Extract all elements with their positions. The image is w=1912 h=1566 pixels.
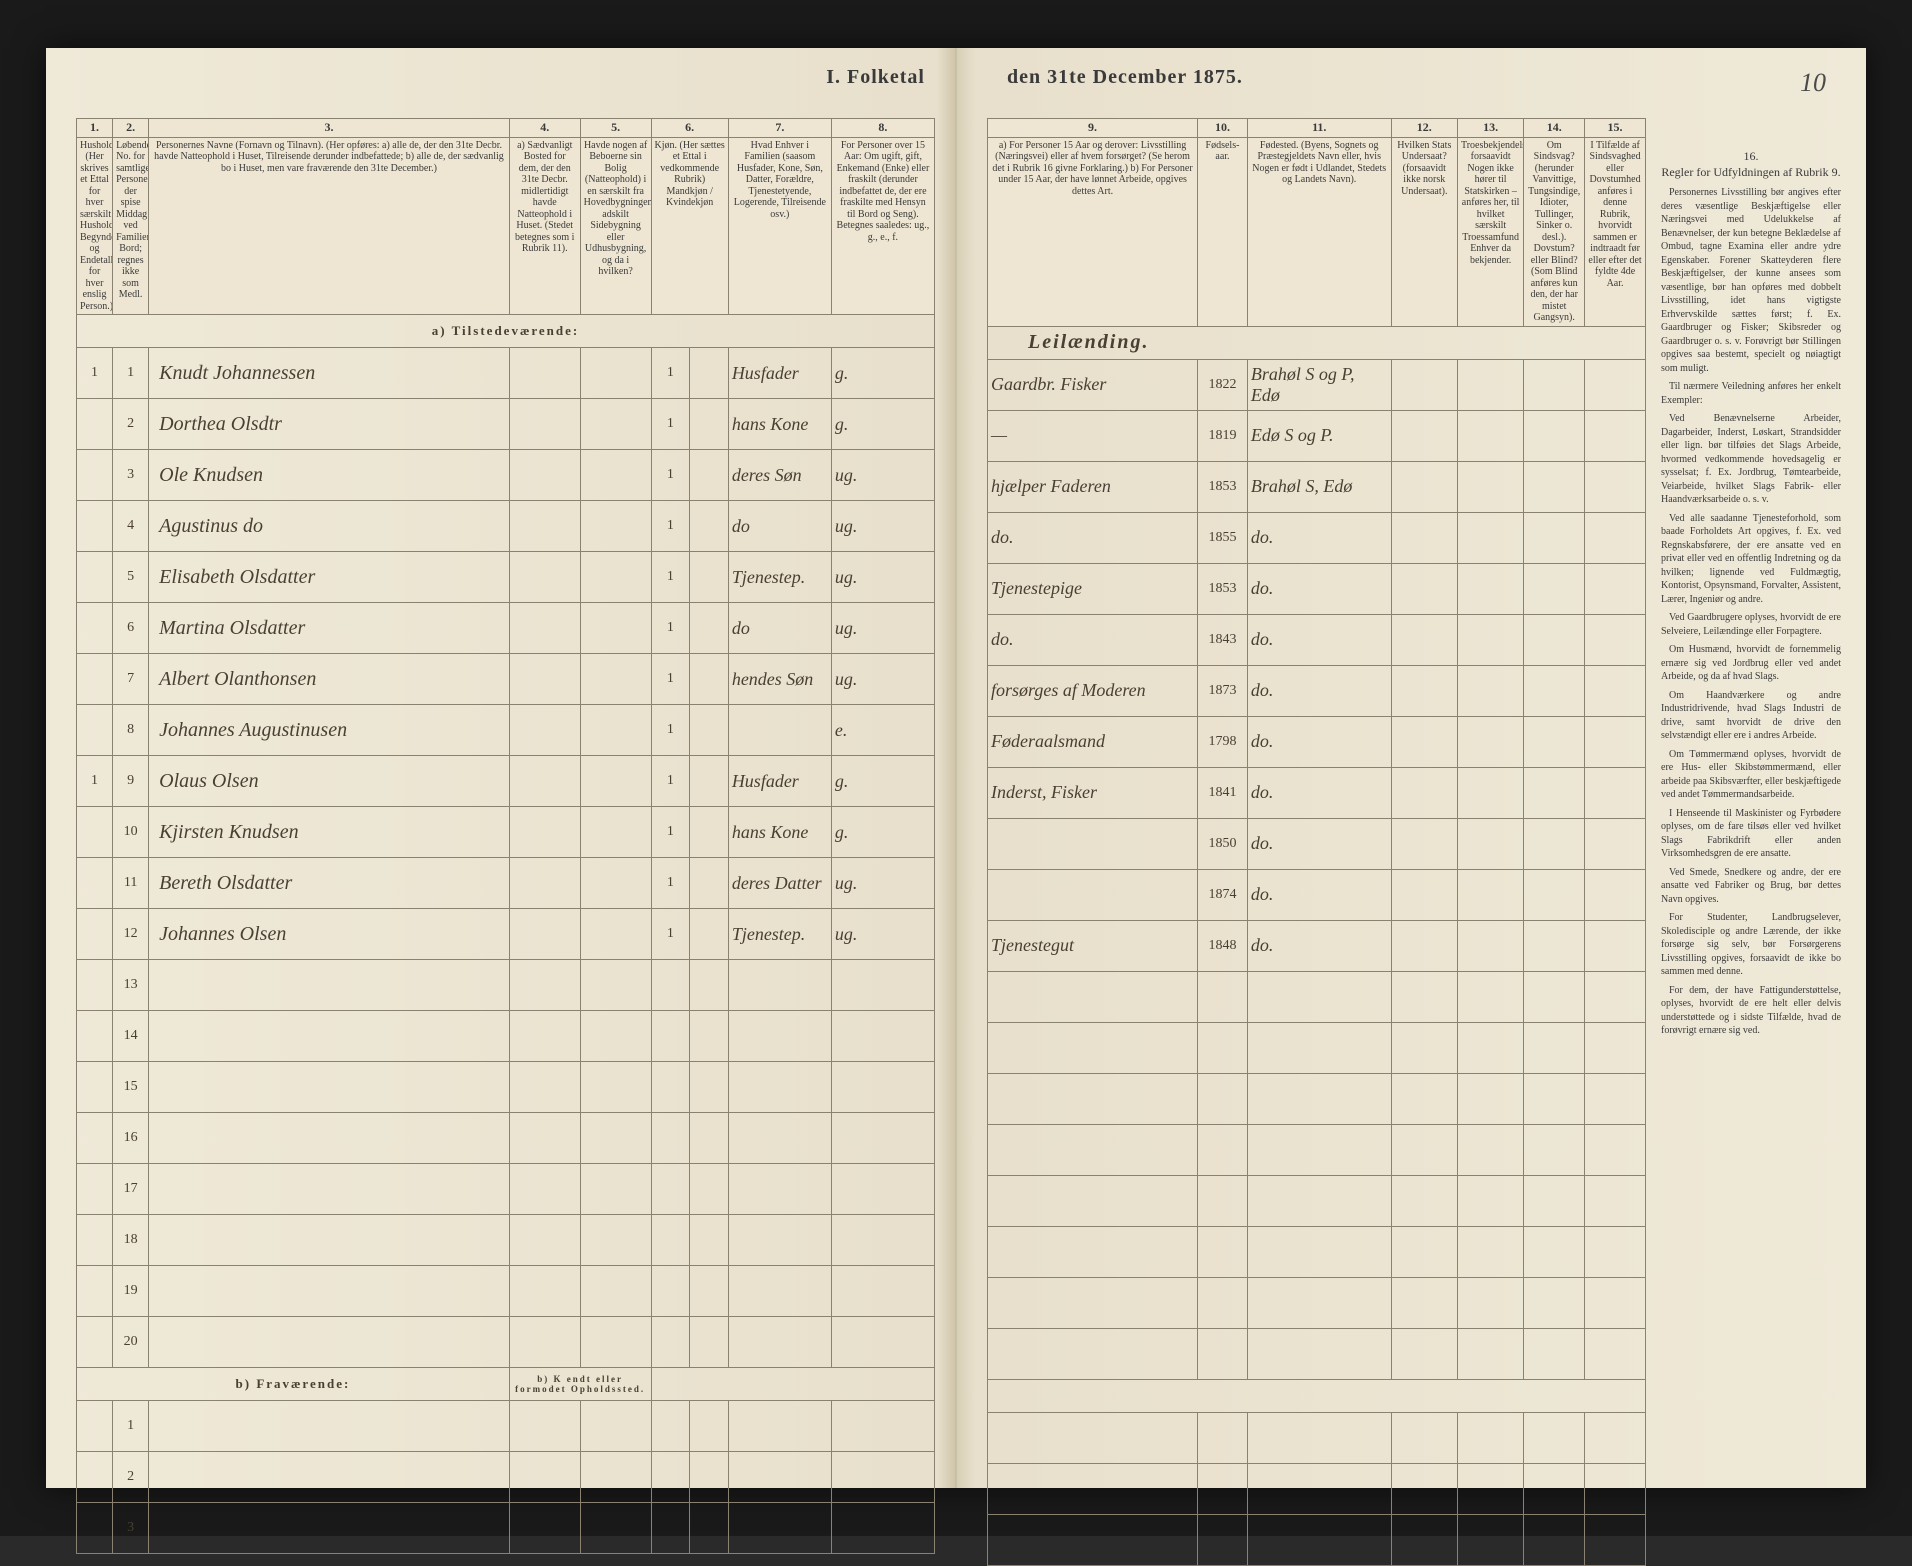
- page-title-right: den 31te December 1875.: [987, 66, 1912, 89]
- table-row: 8Johannes Augustinusen1e.: [77, 705, 935, 756]
- page-number: 10: [1800, 68, 1826, 98]
- table-row: 11Knudt Johannessen1Husfaderg.: [77, 348, 935, 399]
- col-header: 14.Om Sindsvag? (herunder Vanvittige, Tu…: [1524, 119, 1585, 327]
- table-row: 13: [77, 960, 935, 1011]
- table-row: 20: [77, 1317, 935, 1368]
- table-row: 14: [77, 1011, 935, 1062]
- table-row: [988, 1226, 1646, 1277]
- table-row: [988, 1073, 1646, 1124]
- rules-paragraph: Om Husmænd, hvorvidt de fornemmelig ernæ…: [1661, 643, 1841, 684]
- table-row: [988, 1022, 1646, 1073]
- table-row: —1819Edø S og P.: [988, 410, 1646, 461]
- table-row: do.1843do.: [988, 614, 1646, 665]
- table-row: 17: [77, 1164, 935, 1215]
- rules-paragraph: For dem, der have Fattigunderstøttelse, …: [1661, 984, 1841, 1038]
- rules-paragraph: I Henseende til Maskinister og Fyrbødere…: [1661, 807, 1841, 861]
- rules-heading: 16. Regler for Udfyldningen af Rubrik 9.: [1661, 148, 1841, 180]
- table-row: Tjenestepige1853do.: [988, 563, 1646, 614]
- rules-paragraph: Om Tømmermænd oplyses, hvorvidt de ere H…: [1661, 748, 1841, 802]
- table-row: 1850do.: [988, 818, 1646, 869]
- table-row: 1874do.: [988, 869, 1646, 920]
- table-row: 3: [77, 1503, 935, 1554]
- table-row: 19: [77, 1266, 935, 1317]
- table-row: 2Dorthea Olsdtr1hans Koneg.: [77, 399, 935, 450]
- table-row: [988, 1175, 1646, 1226]
- table-row: Inderst, Fisker1841do.: [988, 767, 1646, 818]
- table-row: 16: [77, 1113, 935, 1164]
- book-scan: I. Folketal 1.Husholdninger. (Her skrive…: [0, 0, 1912, 1536]
- rules-paragraph: Til nærmere Veiledning anføres her enkel…: [1661, 380, 1841, 407]
- table-row: [988, 971, 1646, 1022]
- table-row: 3Ole Knudsen1deres Sønug.: [77, 450, 935, 501]
- rules-paragraph: Ved Smede, Snedkere og andre, der ere an…: [1661, 866, 1841, 907]
- left-page: I. Folketal 1.Husholdninger. (Her skrive…: [46, 48, 957, 1488]
- col-header: 8.For Personer over 15 Aar: Om ugift, gi…: [831, 119, 934, 315]
- col-header: 3.Personernes Navne (Fornavn og Tilnavn)…: [149, 119, 510, 315]
- rules-paragraph: Ved Gaardbrugere oplyses, hvorvidt de er…: [1661, 611, 1841, 638]
- census-table-right: 9.a) For Personer 15 Aar og derover: Liv…: [987, 118, 1646, 1566]
- table-row: [988, 1514, 1646, 1565]
- table-row: Tjenestegut1848do.: [988, 920, 1646, 971]
- rules-paragraph: Personernes Livsstilling bør angives eft…: [1661, 186, 1841, 375]
- table-row: 10Kjirsten Knudsen1hans Koneg.: [77, 807, 935, 858]
- table-row: Gaardbr. Fisker1822Brahøl S og P, Edø: [988, 359, 1646, 410]
- section-label: a) Tilstedeværende:: [77, 315, 935, 348]
- col-header: 2.Løbende No. for samtlige Personer der …: [113, 119, 149, 315]
- table-row: 15: [77, 1062, 935, 1113]
- table-row: 6Martina Olsdatter1doug.: [77, 603, 935, 654]
- table-row: 12Johannes Olsen1Tjenestep.ug.: [77, 909, 935, 960]
- table-row: 19Olaus Olsen1Husfaderg.: [77, 756, 935, 807]
- table-row: 11Bereth Olsdatter1deres Datterug.: [77, 858, 935, 909]
- census-table-left: 1.Husholdninger. (Her skrives et Ettal f…: [76, 118, 935, 1554]
- table-row: 18: [77, 1215, 935, 1266]
- col-header: 7.Hvad Enhver i Familien (saasom Husfade…: [728, 119, 831, 315]
- table-row: 7Albert Olanthonsen1hendes Sønug.: [77, 654, 935, 705]
- rules-column: 16. Regler for Udfyldningen af Rubrik 9.…: [1661, 148, 1841, 1043]
- table-row: 2: [77, 1452, 935, 1503]
- col-header: 11.Fødested. (Byens, Sognets og Præstegj…: [1247, 119, 1391, 327]
- rules-paragraph: Ved alle saadanne Tjenesteforhold, som b…: [1661, 512, 1841, 607]
- col-header: 13.Troesbekjendelse, forsaavidt Nogen ik…: [1457, 119, 1523, 327]
- col-header: 9.a) For Personer 15 Aar og derover: Liv…: [988, 119, 1198, 327]
- leilending-note: Leilænding.: [988, 326, 1646, 359]
- col-header: 10.Fødsels-aar.: [1198, 119, 1248, 327]
- col-header: 15.I Tilfælde af Sindsvaghed eller Dovst…: [1585, 119, 1646, 327]
- rules-paragraph: For Studenter, Landbrugselever, Skoledis…: [1661, 911, 1841, 979]
- col-header: 6.Kjøn. (Her sættes et Ettal i vedkommen…: [651, 119, 728, 315]
- page-title-left: I. Folketal: [76, 66, 985, 89]
- table-row: 1: [77, 1401, 935, 1452]
- table-row: [988, 1277, 1646, 1328]
- col-header: 5.Havde nogen af Beboerne sin Bolig (Nat…: [580, 119, 651, 315]
- section-label: b) Fraværende:: [77, 1368, 510, 1401]
- table-row: Føderaalsmand1798do.: [988, 716, 1646, 767]
- table-row: forsørges af Moderen1873do.: [988, 665, 1646, 716]
- rules-paragraph: Ved Benævnelserne Arbeider, Dagarbeider,…: [1661, 412, 1841, 507]
- col-header: 4.a) Sædvanligt Bosted for dem, der den …: [509, 119, 580, 315]
- col-header: 1.Husholdninger. (Her skrives et Ettal f…: [77, 119, 113, 315]
- table-row: 5Elisabeth Olsdatter1Tjenestep.ug.: [77, 552, 935, 603]
- section-b-note: b) K endt eller formodet Opholdssted.: [509, 1368, 651, 1401]
- col-header: 12.Hvilken Stats Undersaat? (forsaavidt …: [1391, 119, 1457, 327]
- page-spread: I. Folketal 1.Husholdninger. (Her skrive…: [46, 48, 1866, 1488]
- table-row: hjælper Faderen1853Brahøl S, Edø: [988, 461, 1646, 512]
- table-row: do.1855do.: [988, 512, 1646, 563]
- table-row: [988, 1412, 1646, 1463]
- table-row: [988, 1463, 1646, 1514]
- right-page: den 31te December 1875. 10 9.a) For Pers…: [957, 48, 1866, 1488]
- table-row: [988, 1328, 1646, 1379]
- table-row: 4Agustinus do1doug.: [77, 501, 935, 552]
- rules-paragraph: Om Haandværkere og andre Industridrivend…: [1661, 689, 1841, 743]
- table-row: [988, 1124, 1646, 1175]
